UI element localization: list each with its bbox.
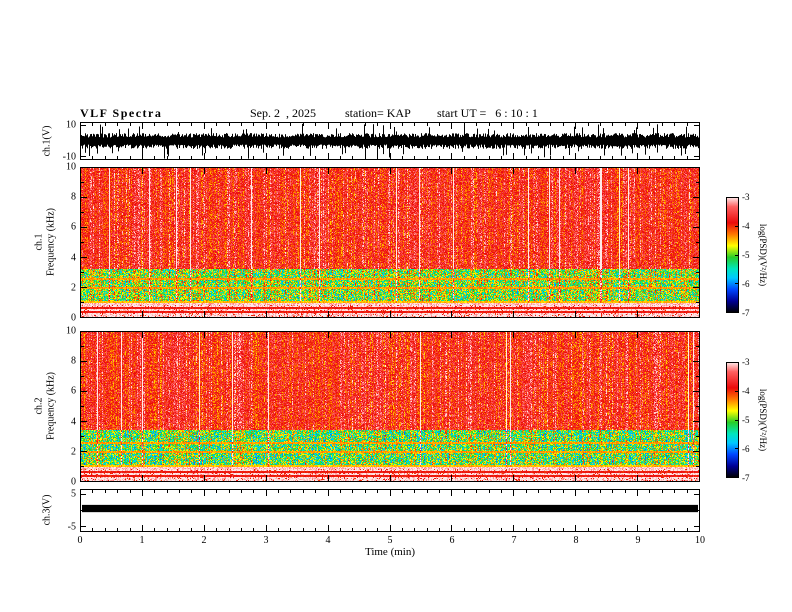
tick-label: -4 [742, 386, 750, 396]
tick-label: 8 [573, 535, 579, 546]
tick-label: -4 [742, 221, 750, 231]
ch2-frequency-text: Frequency (kHz) [45, 371, 56, 441]
ch2-colorbar-canvas [726, 362, 739, 478]
ch2-frequency-axis-label: ch.2 Frequency (kHz) [34, 372, 57, 440]
tick-label: -10 [62, 151, 76, 163]
tick-label: 8 [71, 191, 76, 203]
tick-label: 5 [71, 488, 76, 500]
tick-label: 6 [71, 221, 76, 233]
tick-label: 2 [201, 535, 207, 546]
date-label: Sep. 2 , 2025 [250, 106, 316, 120]
ch1-colorbar-label: log(PSD)(V²/Hz) [758, 223, 768, 287]
station-label: station= KAP [345, 106, 411, 120]
tick-label: 1 [139, 535, 145, 546]
tick-label: 10 [695, 535, 705, 546]
time-axis-label: Time (min) [364, 546, 416, 558]
tick-label: 7 [511, 535, 517, 546]
tick-label: 3 [263, 535, 269, 546]
tick-label: 4 [71, 416, 76, 428]
tick-label: -3 [742, 357, 750, 367]
ch1-waveform-canvas [80, 122, 700, 160]
tick-label: -6 [742, 279, 750, 289]
ch1-colorbar-canvas [726, 197, 739, 313]
tick-label: 0 [77, 535, 83, 546]
ch3-trace-canvas [80, 489, 700, 532]
tick-label: 6 [71, 385, 76, 397]
ch1-voltage-axis-label: ch.1(V) [41, 125, 53, 157]
tick-label: 0 [71, 476, 76, 488]
ch1-spectrogram-canvas [80, 167, 700, 318]
tick-label: 10 [66, 325, 76, 337]
tick-label: -5 [742, 250, 750, 260]
tick-label: 2 [71, 282, 76, 294]
ch1-frequency-axis-label: ch.1 Frequency (kHz) [34, 208, 57, 276]
ch2-colorbar-label: log(PSD)(V²/Hz) [758, 388, 768, 452]
tick-label: -7 [742, 473, 750, 483]
ch2-spectrogram-canvas [80, 331, 700, 482]
tick-label: -7 [742, 308, 750, 318]
tick-label: 6 [449, 535, 455, 546]
tick-label: -5 [67, 521, 76, 533]
tick-label: 0 [71, 312, 76, 324]
ch1-frequency-text: Frequency (kHz) [45, 207, 56, 277]
tick-label: 10 [66, 161, 76, 173]
tick-label: 8 [71, 355, 76, 367]
tick-label: 5 [387, 535, 393, 546]
tick-label: 9 [635, 535, 641, 546]
page-title: VLF Spectra [80, 106, 163, 120]
start-ut-label: start UT = 6 : 10 : 1 [437, 106, 538, 120]
tick-label: -5 [742, 415, 750, 425]
tick-label: -3 [742, 192, 750, 202]
tick-label: 4 [71, 252, 76, 264]
tick-label: 10 [66, 119, 76, 131]
ch2-channel-text: ch.2 [33, 397, 45, 415]
tick-label: -6 [742, 444, 750, 454]
ch3-voltage-axis-label: ch.3(V) [41, 494, 53, 526]
tick-label: 4 [325, 535, 331, 546]
ch1-channel-text: ch.1 [33, 233, 45, 251]
tick-label: 2 [71, 446, 76, 458]
